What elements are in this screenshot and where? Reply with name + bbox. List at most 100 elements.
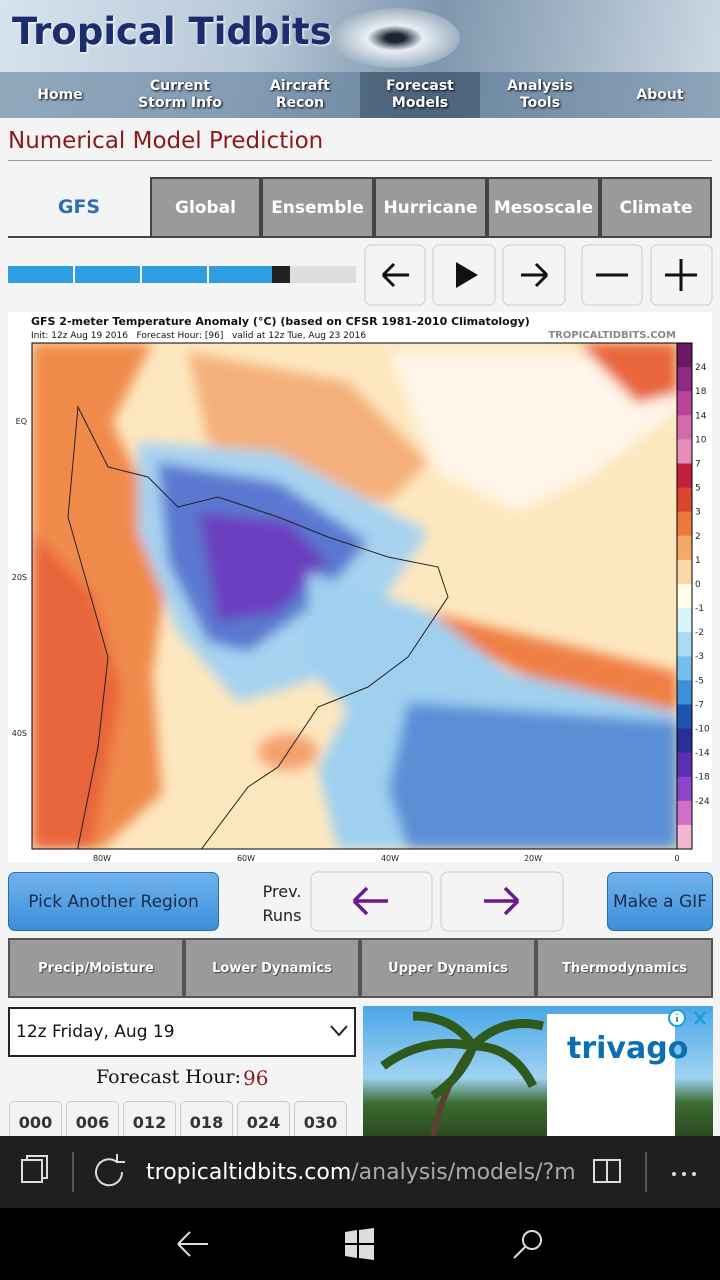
tab[interactable]: Global	[150, 177, 261, 237]
storm-image	[330, 8, 460, 68]
run-select-value: 12z Friday, Aug 19	[16, 1022, 175, 1042]
colorbar-label: 18	[695, 387, 707, 397]
ad-brand: trivago	[567, 1031, 689, 1066]
forecast-map: GFS 2-meter Temperature Anomaly (°C) (ba…	[8, 312, 712, 862]
lon-label: 80W	[93, 854, 111, 862]
colorbar-swatch	[677, 704, 692, 730]
site-title[interactable]: Tropical Tidbits	[12, 10, 332, 53]
run-arrows	[310, 871, 564, 932]
nav-item[interactable]: Home	[37, 86, 83, 103]
system-icons	[177, 1228, 542, 1260]
colorbar-label: 1	[695, 556, 701, 566]
colorbar-label: -5	[695, 676, 704, 686]
more-icon[interactable]	[672, 1172, 696, 1176]
colorbar-swatch	[677, 752, 692, 778]
colorbar-label: 10	[695, 435, 707, 445]
progress-bar[interactable]	[8, 266, 356, 283]
icon	[381, 262, 409, 288]
colorbar-swatch	[677, 800, 692, 826]
lat-label: 40S	[12, 729, 27, 738]
colorbar-label: -10	[695, 725, 710, 735]
map-credit: TROPICALTIDBITS.COM	[548, 330, 676, 341]
map-title: GFS 2-meter Temperature Anomaly (°C) (ba…	[31, 315, 530, 328]
colorbar-swatch	[677, 535, 692, 561]
address-bar[interactable]: tropicaltidbits.com/analysis/models/?mod…	[146, 1160, 576, 1185]
reading-icon[interactable]	[593, 1159, 621, 1183]
colorbar-swatch	[677, 391, 692, 416]
nav-bar: Home Current Storm Info Aircraft Recon F…	[0, 72, 720, 118]
header-banner: Tropical Tidbits Home Current Storm Info…	[0, 0, 720, 118]
browser-icons	[21, 1152, 696, 1192]
colorbar-swatch	[677, 415, 692, 440]
divider	[8, 160, 712, 161]
colorbar-swatch	[677, 776, 692, 802]
lat-label: 20S	[12, 573, 27, 582]
ad-panel	[547, 1014, 675, 1136]
map-subtitle: Init: 12z Aug 19 2016 Forecast Hour: [96…	[31, 331, 366, 341]
browser-bar: tropicaltidbits.com/analysis/models/?mod…	[0, 1136, 720, 1208]
lon-label: 60W	[237, 854, 255, 862]
url-path: /analysis/models/?mode	[351, 1160, 576, 1185]
pick-region-button[interactable]: Pick Another Region	[8, 872, 219, 931]
map-field	[32, 343, 677, 849]
colorbar-swatch	[677, 728, 692, 754]
tab[interactable]: Hurricane	[374, 177, 487, 237]
icon	[352, 886, 388, 916]
colorbar-label: -14	[695, 749, 710, 759]
colorbar-label: -18	[695, 773, 710, 783]
forecast-hour-label: Forecast Hour:	[96, 1066, 242, 1088]
colorbar-swatch	[677, 680, 692, 705]
nav-item-active[interactable]: Forecast Models	[360, 72, 480, 118]
make-gif-button[interactable]: Make a GIF	[607, 872, 713, 931]
colorbar-label: -3	[695, 652, 704, 662]
tab-active[interactable]: GFS	[8, 177, 150, 237]
category-tab[interactable]: Upper Dynamics	[360, 938, 536, 998]
tab[interactable]: Mesoscale	[487, 177, 600, 237]
colorbar-frame	[676, 342, 693, 850]
category-tab[interactable]: Lower Dynamics	[184, 938, 360, 998]
tabs-icon[interactable]	[21, 1159, 43, 1183]
lon-label: 20W	[524, 854, 542, 862]
refresh-icon[interactable]	[95, 1154, 125, 1187]
colorbar-swatch	[677, 463, 692, 489]
colorbar-swatch	[677, 559, 692, 585]
progress-marker	[272, 266, 290, 283]
colorbar-swatch	[677, 608, 692, 633]
back-icon[interactable]	[177, 1231, 208, 1257]
colorbar-swatch	[677, 343, 692, 368]
forecast-hour-value: 96	[243, 1066, 269, 1090]
colorbar-label: -1	[695, 604, 704, 614]
colorbar-swatch	[677, 656, 692, 681]
advertisement[interactable]: trivago	[363, 1006, 713, 1136]
colorbar-label: 3	[695, 508, 701, 518]
lat-label: EQ	[16, 417, 27, 426]
windows-icon[interactable]	[345, 1228, 374, 1260]
url-host: tropicaltidbits.com	[146, 1160, 352, 1185]
colorbar-label: 14	[695, 411, 707, 421]
nav-item[interactable]: Aircraft Recon	[270, 78, 330, 111]
nav-item[interactable]: About	[636, 86, 684, 103]
ad-image	[380, 1011, 545, 1136]
search-icon[interactable]	[513, 1230, 542, 1259]
run-select[interactable]: 12z Friday, Aug 19	[8, 1007, 356, 1057]
category-tab[interactable]: Precip/Moisture	[8, 938, 184, 998]
colorbar-swatch	[677, 824, 692, 850]
nav-item[interactable]: Analysis Tools	[507, 78, 573, 111]
lon-label: 0	[674, 854, 679, 862]
colorbar-label: -2	[695, 628, 704, 638]
colorbar-swatch	[677, 487, 692, 513]
tab[interactable]: Ensemble	[261, 177, 374, 237]
system-nav	[0, 1208, 720, 1280]
animation-controls	[364, 244, 713, 306]
colorbar-label: -7	[695, 700, 704, 710]
prev-runs-label: Prev. Runs	[262, 882, 302, 925]
nav-item[interactable]: Current Storm Info	[138, 78, 222, 111]
tab[interactable]: Climate	[600, 177, 712, 237]
category-tab[interactable]: Thermodynamics	[536, 938, 713, 998]
colorbar-swatch	[677, 632, 692, 657]
colorbar-label: 0	[695, 580, 701, 590]
colorbar-swatch	[677, 439, 692, 464]
page-heading: Numerical Model Prediction	[8, 128, 324, 154]
